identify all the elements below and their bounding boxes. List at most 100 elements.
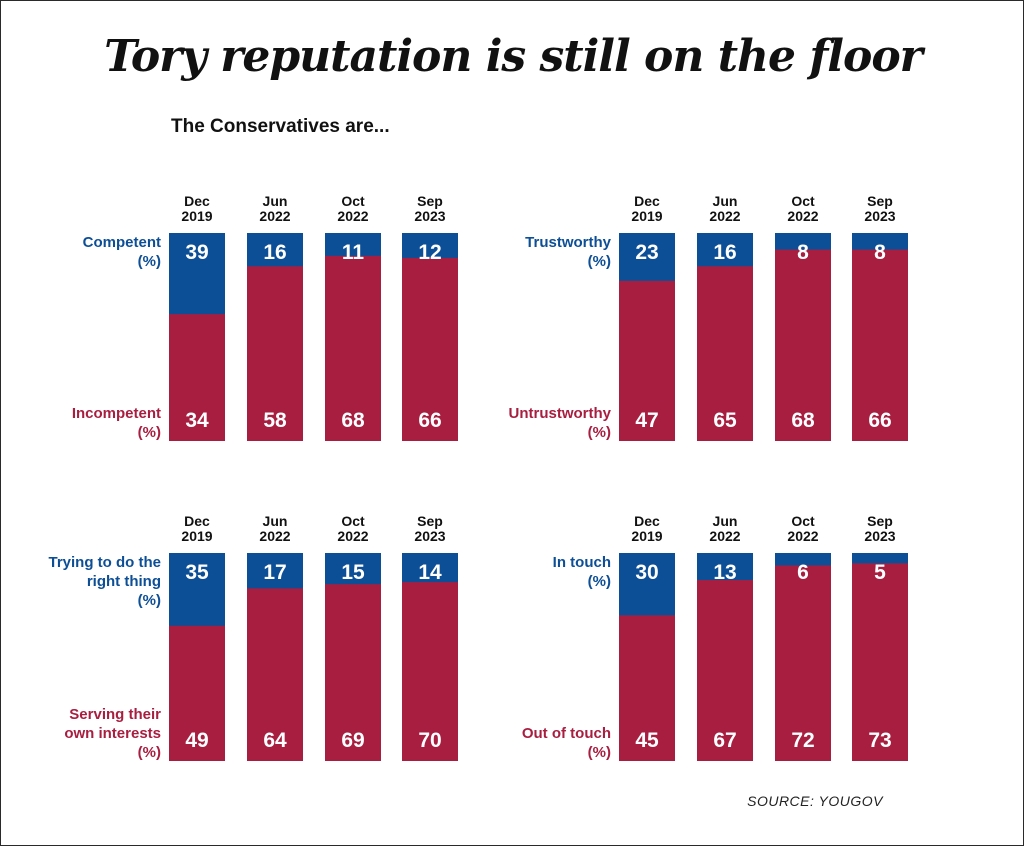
category-label: Sep (867, 193, 893, 209)
category-label: Sep (867, 513, 893, 529)
value-label-negative: 70 (418, 729, 441, 752)
series-label-positive: right thing (87, 573, 161, 590)
value-label-positive: 8 (797, 241, 809, 264)
bar-segment-positive (697, 233, 753, 267)
value-label-negative: 68 (791, 409, 815, 432)
bar-segment-positive (697, 553, 753, 581)
series-label-negative: (%) (588, 424, 611, 441)
category-label: 2022 (259, 208, 290, 224)
series-label-negative: (%) (138, 424, 161, 441)
bar-segment-positive (852, 553, 908, 564)
value-label-negative: 67 (713, 729, 736, 752)
bar-segment-negative (402, 233, 458, 441)
bar-segment-negative (325, 233, 381, 441)
value-label-positive: 13 (713, 561, 736, 584)
category-label: Sep (417, 193, 443, 209)
category-label: 2022 (709, 528, 740, 544)
series-label-negative: Serving their (69, 706, 161, 723)
bar-segment-positive (775, 233, 831, 250)
stacked-bar-chart: Dec2019Jun2022Oct2022Sep2023354917641569… (49, 513, 458, 761)
bar-segment-negative (325, 553, 381, 761)
chart-title: Tory reputation is still on the floor (104, 31, 923, 82)
value-label-positive: 12 (418, 241, 441, 264)
series-label-positive: Trustworthy (525, 234, 611, 251)
value-label-negative: 68 (341, 409, 365, 432)
bar-segment-positive (325, 233, 381, 256)
value-label-positive: 35 (185, 561, 209, 584)
category-label: 2023 (414, 208, 445, 224)
value-label-positive: 39 (185, 241, 208, 264)
value-label-negative: 66 (418, 409, 441, 432)
value-label-positive: 23 (635, 241, 658, 264)
value-label-negative: 65 (713, 409, 737, 432)
category-label: 2019 (631, 528, 662, 544)
bar-segment-negative (247, 233, 303, 441)
bar-segment-positive (247, 233, 303, 267)
category-label: Oct (341, 513, 365, 529)
category-label: Oct (341, 193, 365, 209)
bar-segment-positive (247, 553, 303, 589)
category-label: Sep (417, 513, 443, 529)
stacked-bar-chart: Dec2019Jun2022Oct2022Sep2023304513676725… (522, 513, 908, 761)
series-label-positive: (%) (588, 253, 611, 270)
category-label: 2019 (181, 208, 212, 224)
category-label: Oct (791, 193, 815, 209)
chart-subtitle: The Conservatives are... (171, 116, 390, 137)
value-label-positive: 15 (341, 561, 365, 584)
series-label-negative: Incompetent (72, 405, 161, 422)
value-label-negative: 66 (868, 409, 891, 432)
category-label: 2019 (631, 208, 662, 224)
stacked-bar-chart: Dec2019Jun2022Oct2022Sep2023393416581168… (72, 193, 458, 441)
value-label-negative: 72 (791, 729, 814, 752)
bar-segment-positive (775, 553, 831, 566)
category-label: 2023 (414, 528, 445, 544)
category-label: 2022 (787, 528, 818, 544)
bar-segment-positive (852, 233, 908, 250)
category-label: Jun (263, 513, 288, 529)
category-label: 2022 (259, 528, 290, 544)
bar-segment-positive (402, 233, 458, 258)
category-label: 2022 (709, 208, 740, 224)
series-label-positive: (%) (588, 573, 611, 590)
value-label-negative: 47 (635, 409, 658, 432)
series-label-negative: (%) (588, 744, 611, 761)
value-label-positive: 16 (713, 241, 736, 264)
bar-segment-positive (619, 553, 675, 616)
category-label: 2023 (864, 208, 895, 224)
value-label-negative: 58 (263, 409, 287, 432)
value-label-positive: 16 (263, 241, 286, 264)
value-label-positive: 8 (874, 241, 886, 264)
series-label-positive: Competent (83, 234, 161, 251)
category-label: Dec (634, 193, 660, 209)
bar-segment-negative (775, 233, 831, 441)
series-label-negative: own interests (64, 725, 161, 742)
panel-trust: Dec 2019 Jun 2022 Oct 2022 Sep 2023 23 47 16 65 8 68 8… (509, 191, 971, 451)
value-label-positive: 17 (263, 561, 286, 584)
category-label: Jun (263, 193, 288, 209)
category-label: 2022 (337, 528, 368, 544)
panel-right-thing: Dec 2019 Jun 2022 Oct 2022 Sep 2023 35 49 17 64 15 69… (49, 511, 521, 771)
bar-segment-positive (169, 233, 225, 315)
series-label-positive: (%) (138, 253, 161, 270)
value-label-positive: 5 (874, 561, 886, 584)
category-label: 2022 (787, 208, 818, 224)
panel-competence: Dec 2019 Jun 2022 Oct 2022 Sep 2023 39 34 16 58 11 68… (61, 191, 521, 451)
series-label-positive: In touch (553, 554, 611, 571)
category-label: 2019 (181, 528, 212, 544)
value-label-positive: 11 (342, 241, 365, 264)
stacked-bar-chart: Dec2019Jun2022Oct2022Sep2023234716658688… (509, 193, 908, 441)
category-label: Dec (184, 193, 210, 209)
bar-segment-positive (169, 553, 225, 626)
bar-segment-negative (852, 233, 908, 441)
category-label: 2023 (864, 528, 895, 544)
bar-segment-negative (852, 553, 908, 761)
value-label-positive: 6 (797, 561, 809, 584)
series-label-positive: Trying to do the (49, 554, 162, 571)
bar-segment-negative (775, 553, 831, 761)
series-label-negative: Out of touch (522, 725, 611, 742)
bar-segment-negative (697, 553, 753, 761)
category-label: Dec (634, 513, 660, 529)
category-label: Jun (713, 193, 738, 209)
value-label-negative: 45 (635, 729, 659, 752)
category-label: Jun (713, 513, 738, 529)
